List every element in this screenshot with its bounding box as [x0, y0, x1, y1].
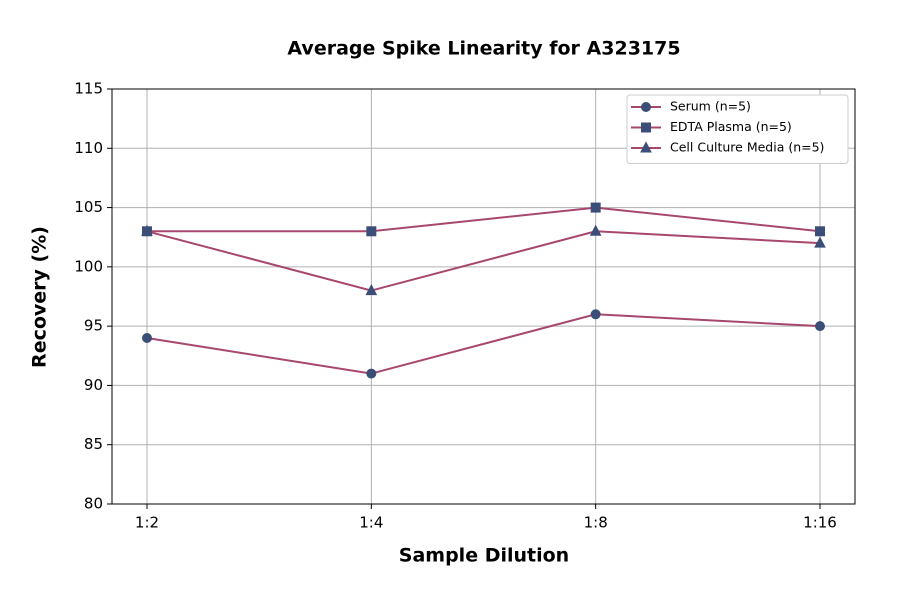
legend-marker — [641, 122, 651, 133]
x-tick-label: 1:2 — [135, 514, 159, 532]
plot-frame — [111, 88, 856, 505]
data-point — [141, 224, 153, 236]
chart-title: Average Spike Linearity for A323175 — [287, 38, 680, 60]
y-tick-label: 95 — [84, 317, 103, 335]
data-point — [366, 368, 377, 379]
y-tick-label: 85 — [84, 435, 103, 453]
series-line — [146, 230, 821, 292]
legend-label: Cell Culture Media (n=5) — [670, 140, 824, 155]
legend-box — [626, 94, 849, 164]
legend-marker — [640, 141, 652, 153]
data-point — [814, 236, 826, 248]
data-point — [815, 226, 825, 237]
legend-marker — [641, 102, 651, 112]
y-axis-label: Recovery (%) — [29, 226, 51, 368]
data-point — [142, 333, 152, 343]
legend-label: EDTA Plasma (n=5) — [670, 119, 792, 134]
y-tick-label: 80 — [84, 495, 103, 513]
data-point — [590, 309, 601, 320]
x-tick-label: 1:4 — [359, 514, 383, 532]
data-point — [815, 321, 825, 332]
series-line — [146, 313, 821, 375]
y-tick-label: 110 — [74, 139, 103, 157]
data-point — [366, 226, 377, 237]
y-tick-label: 115 — [74, 80, 103, 98]
x-tick-label: 1:8 — [584, 514, 608, 532]
y-tick-label: 90 — [84, 376, 103, 394]
data-point — [590, 202, 601, 213]
series-line — [147, 206, 821, 233]
x-tick-label: 1:16 — [803, 514, 837, 532]
legend-label: Serum (n=5) — [670, 99, 751, 114]
y-tick-label: 100 — [74, 257, 103, 275]
data-point — [365, 283, 378, 296]
y-tick-label: 105 — [74, 198, 103, 216]
data-point — [589, 224, 602, 236]
x-axis-label: Sample Dilution — [399, 545, 569, 567]
